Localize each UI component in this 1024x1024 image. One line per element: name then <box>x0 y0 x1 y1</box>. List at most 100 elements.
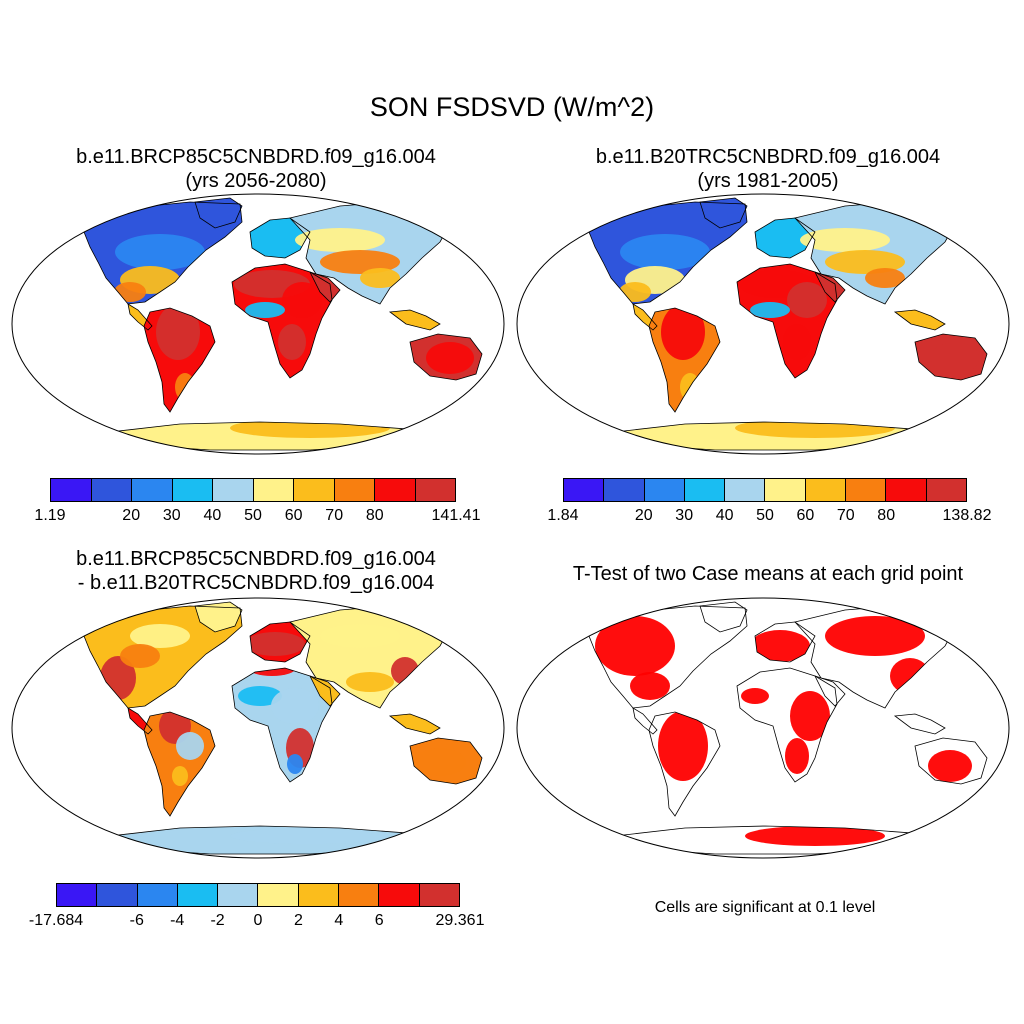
map-frame <box>516 597 1010 859</box>
colorbar-tick-label: 141.41 <box>431 507 481 524</box>
coastline <box>143 307 216 413</box>
significant-region <box>741 688 769 704</box>
colorbar-swatch <box>97 884 138 906</box>
landmass-greenland <box>700 198 747 228</box>
coastline <box>632 707 658 735</box>
colorbar-tick-label: 138.82 <box>942 507 992 524</box>
significant-region <box>658 711 708 781</box>
coastline <box>409 333 483 381</box>
coastline <box>309 271 341 303</box>
panel-1-title-line2: (yrs 2056-2080) <box>185 170 327 192</box>
panel-3-title-line1: b.e11.BRCP85C5CNBDRD.f09_g16.004 <box>76 548 436 570</box>
colorbar-swatch <box>258 884 299 906</box>
coastline <box>194 601 243 633</box>
map-content <box>79 601 483 855</box>
colorbar-swatch <box>253 479 294 501</box>
field-region <box>245 302 285 318</box>
colorbar-case1 <box>50 478 456 502</box>
map-frame <box>516 193 1010 455</box>
colorbar-tick-label: 20 <box>122 507 141 524</box>
colorbar-tick-label: 30 <box>675 507 694 524</box>
colorbar-swatch <box>334 479 375 501</box>
colorbar-swatch <box>604 479 645 501</box>
coastline <box>231 667 333 783</box>
field-region <box>120 644 160 668</box>
map-frame <box>11 597 505 859</box>
colorbar-swatch <box>805 479 847 501</box>
colorbar-swatch <box>172 479 213 501</box>
coastline <box>648 307 721 413</box>
map-content <box>584 197 988 451</box>
field-region <box>130 624 190 648</box>
colorbar-tick-label: 6 <box>374 912 384 929</box>
colorbar-difference-labels: -17.684 -6 -4 -2 0 2 4 6 29.361 <box>29 912 485 932</box>
field-region <box>282 282 322 318</box>
coastline <box>736 667 838 783</box>
colorbar-swatch <box>339 884 380 906</box>
field-region <box>176 732 204 760</box>
panel-4-title: T-Test of two Case means at each grid po… <box>512 562 1024 586</box>
colorbar-tick-label: 50 <box>244 507 262 524</box>
colorbar-case2 <box>563 478 967 502</box>
significant-region <box>790 691 830 741</box>
field-overlay <box>595 616 972 846</box>
colorbar-swatch <box>725 479 766 501</box>
colorbar-tick-label: 29.361 <box>435 912 485 929</box>
colorbar-swatch <box>379 884 420 906</box>
landmass-indonesia <box>390 714 440 734</box>
colorbar-swatch <box>91 479 132 501</box>
colorbar-swatch <box>684 479 726 501</box>
colorbar-tick-label: -17.684 <box>28 912 84 929</box>
field-region <box>230 828 390 844</box>
coastline <box>194 197 243 229</box>
landmass-europe <box>755 218 815 258</box>
map-panel-case1 <box>11 193 505 455</box>
field-region <box>735 418 895 438</box>
field-region <box>156 304 200 360</box>
map-panel-ttest <box>516 597 1010 859</box>
landmass-indonesia <box>390 310 440 330</box>
coastline <box>79 201 243 305</box>
coastline <box>584 605 748 709</box>
coastline <box>736 263 838 379</box>
coastline <box>309 675 341 707</box>
significant-region <box>825 616 925 656</box>
significant-region <box>745 826 885 846</box>
colorbar-tick-label: -4 <box>170 912 185 929</box>
landmass-greenland <box>700 602 747 632</box>
coastline <box>893 309 946 331</box>
field-region <box>238 686 282 706</box>
colorbar-swatch <box>644 479 685 501</box>
colorbar-tick-label: 70 <box>836 507 855 524</box>
coastline <box>249 217 311 259</box>
coastline <box>699 197 748 229</box>
colorbar-tick-label: 20 <box>634 507 653 524</box>
colorbar-tick-label: -6 <box>129 912 144 929</box>
colorbar-swatch <box>218 884 259 906</box>
field-region <box>931 342 979 374</box>
landmass-arabia <box>310 676 340 706</box>
colorbar-case1-labels: 1.19 20 30 40 50 60 70 80 141.41 <box>34 507 480 527</box>
colorbar-swatch <box>132 479 173 501</box>
coastline <box>814 271 846 303</box>
colorbar-tick-label: 60 <box>796 507 815 524</box>
colorbar-tick-label: 30 <box>162 507 181 524</box>
field-region <box>783 324 811 360</box>
field-region <box>114 282 146 302</box>
colorbar-swatch <box>564 479 605 501</box>
colorbar-swatch <box>177 884 219 906</box>
landmass-greenland <box>195 198 242 228</box>
field-region <box>865 268 905 288</box>
coastline <box>409 737 483 785</box>
colorbar-swatch <box>886 479 927 501</box>
coastline <box>648 711 721 817</box>
significant-region <box>785 738 809 774</box>
coastline <box>754 217 816 259</box>
field-region <box>620 234 710 270</box>
colorbar-tick-label: 70 <box>325 507 344 524</box>
field-region <box>800 228 890 252</box>
colorbar-case2-labels: 1.84 20 30 40 50 60 70 80 138.82 <box>547 507 991 527</box>
panel-1-title-line1: b.e11.BRCP85C5CNBDRD.f09_g16.004 <box>76 146 436 168</box>
field-region <box>248 660 296 676</box>
field-region <box>619 282 651 302</box>
